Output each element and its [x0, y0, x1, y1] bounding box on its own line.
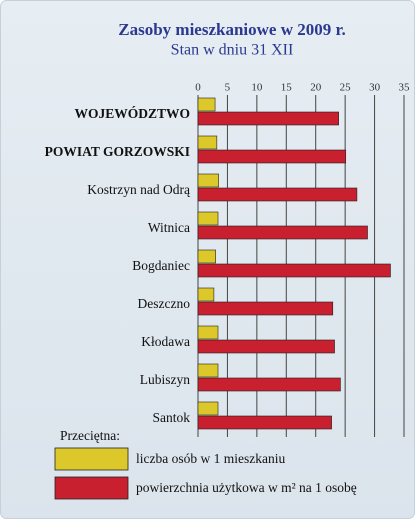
- bar: [197, 401, 219, 416]
- x-tick-label: 20: [310, 82, 322, 94]
- x-tick-label: 30: [369, 82, 381, 94]
- bar: [197, 111, 339, 126]
- legend-label: liczba osób w 1 mieszkaniu: [136, 451, 285, 466]
- legend-swatch: [54, 447, 129, 471]
- bar: [197, 377, 341, 392]
- chart-title: Zasoby mieszkaniowe w 2009 r.: [118, 20, 345, 39]
- legend-swatch: [54, 476, 129, 500]
- bar: [197, 173, 219, 188]
- bar: [197, 263, 391, 278]
- x-tick-label: 15: [281, 82, 293, 94]
- legend-label: powierzchnia użytkowa w m² na 1 osobę: [136, 480, 357, 495]
- bar: [197, 363, 219, 378]
- bar: [197, 149, 347, 164]
- y-tick-label: POWIAT GORZOWSKI: [45, 144, 190, 159]
- y-tick-label: WOJEWÓDZTWO: [74, 106, 190, 121]
- y-tick-label: Kłodawa: [141, 334, 190, 349]
- y-tick-label: Santok: [152, 410, 190, 425]
- x-tick-label: 35: [399, 82, 411, 94]
- bar: [197, 415, 332, 430]
- y-tick-label: Bogdaniec: [132, 258, 190, 273]
- y-tick-label: Kostrzyn nad Odrą: [87, 182, 191, 197]
- bar: [197, 301, 334, 316]
- x-tick-label: 25: [340, 82, 352, 94]
- bar: [197, 339, 335, 354]
- chart-subtitle: Stan w dniu 31 XII: [171, 42, 294, 59]
- x-tick-label: 5: [225, 82, 231, 94]
- x-tick-label: 0: [195, 82, 201, 94]
- y-tick-label: Witnica: [148, 220, 190, 235]
- bar: [197, 135, 218, 150]
- bar: [197, 325, 219, 340]
- y-tick-label: Deszczno: [138, 296, 191, 311]
- bar: [197, 211, 219, 226]
- y-tick-label: Lubiszyn: [140, 372, 190, 387]
- legend-title: Przeciętna:: [60, 428, 120, 443]
- bar: [197, 225, 368, 240]
- x-tick-label: 10: [251, 82, 263, 94]
- bar: [197, 97, 216, 112]
- bar: [197, 249, 216, 264]
- bar: [197, 287, 215, 302]
- bar: [197, 187, 358, 202]
